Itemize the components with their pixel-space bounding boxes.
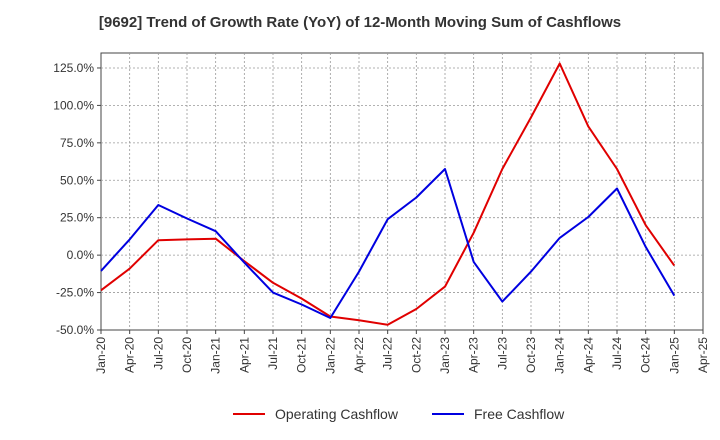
x-tick-label: Apr-21	[237, 337, 251, 373]
x-tick-label: Jan-21	[209, 337, 223, 374]
x-tick-label: Jan-23	[438, 337, 452, 374]
x-tick-label: Apr-25	[696, 337, 710, 373]
x-tick-label: Jul-23	[495, 337, 509, 370]
x-tick-label: Oct-20	[180, 337, 194, 373]
x-tick-label: Jan-20	[94, 337, 108, 374]
x-tick-label: Oct-23	[524, 337, 538, 373]
x-tick-label: Jul-22	[381, 337, 395, 370]
y-tick-label: 75.0%	[60, 136, 94, 150]
x-tick-label: Apr-20	[123, 337, 137, 373]
y-tick-label: 100.0%	[53, 98, 94, 112]
x-tick-label: Jan-24	[553, 337, 567, 374]
y-tick-label: 50.0%	[60, 173, 94, 187]
y-tick-label: 25.0%	[60, 211, 94, 225]
legend-label: Operating Cashflow	[275, 406, 399, 422]
x-tick-label: Oct-24	[639, 337, 653, 373]
x-tick-label: Apr-22	[352, 337, 366, 373]
x-tick-label: Jul-24	[610, 337, 624, 370]
legend-label: Free Cashflow	[474, 406, 565, 422]
series-line-free-cashflow	[100, 168, 676, 319]
y-tick-label: 125.0%	[53, 61, 94, 75]
y-tick-label: 0.0%	[67, 248, 95, 262]
x-tick-label: Jan-22	[323, 337, 337, 374]
x-tick-label: Jul-20	[151, 337, 165, 370]
plot-area	[100, 52, 704, 331]
x-tick-label: Jul-21	[266, 337, 280, 370]
series-line-operating-cashflow	[100, 62, 676, 326]
x-tick-label: Oct-21	[295, 337, 309, 373]
x-tick-label: Oct-22	[409, 337, 423, 373]
y-tick-label: -50.0%	[56, 323, 94, 337]
chart-title: [9692] Trend of Growth Rate (YoY) of 12-…	[98, 14, 622, 31]
x-tick-label: Apr-23	[467, 337, 481, 373]
x-tick-label: Jan-25	[667, 337, 681, 374]
y-tick-label: -25.0%	[56, 286, 94, 300]
x-tick-label: Apr-24	[581, 337, 595, 373]
